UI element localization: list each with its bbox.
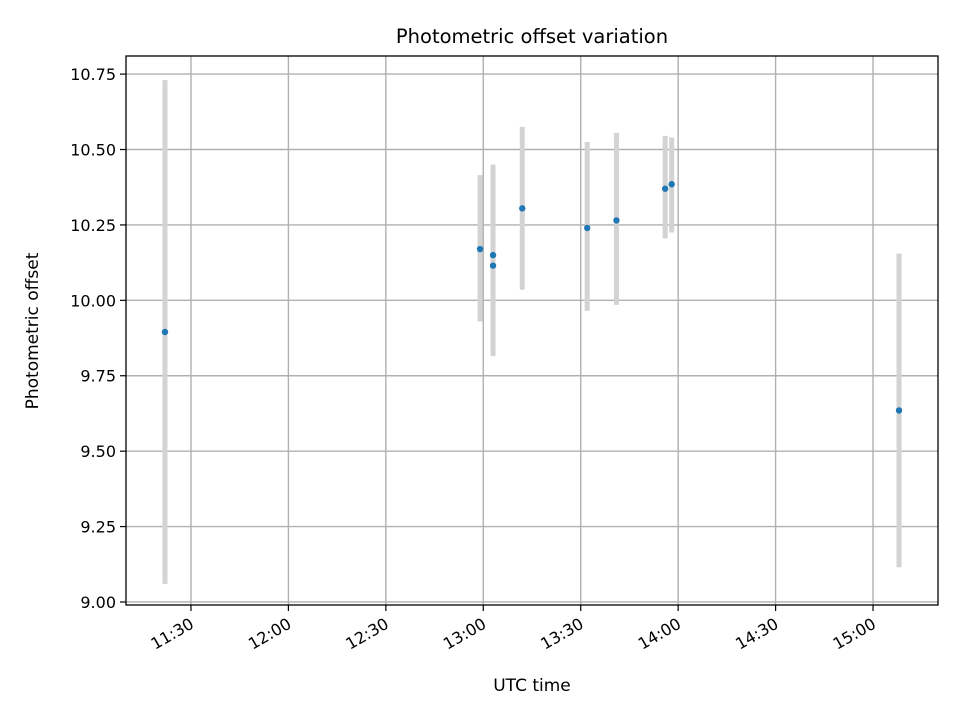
x-tick-label: 14:00: [635, 614, 684, 654]
data-point: [161, 328, 169, 336]
y-tick-label: 9.25: [80, 518, 116, 537]
x-tick-label: 14:30: [732, 614, 781, 654]
y-tick-label: 10.75: [70, 65, 116, 84]
data-point: [489, 262, 497, 269]
y-tick-label: 9.50: [80, 442, 116, 461]
x-tick-label: 13:30: [537, 614, 586, 654]
x-axis-title: UTC time: [493, 676, 571, 696]
data-point: [489, 251, 497, 259]
data-point: [584, 224, 591, 232]
data-point: [613, 217, 620, 224]
x-tick-label: 12:00: [245, 614, 294, 654]
x-tick-label: 11:30: [148, 614, 197, 654]
plot-area: 11:30 12:00 12:30 13:00 13:30 14:00 14:30 15:00…: [70, 55, 939, 654]
plot-background: [126, 56, 938, 605]
x-tick-label: 13:00: [440, 614, 489, 654]
y-tick-label: 9.75: [80, 367, 116, 386]
data-point: [661, 185, 669, 192]
y-tick-label: 10.00: [70, 291, 116, 310]
x-tick-label: 15:00: [830, 614, 879, 654]
data-point: [519, 205, 526, 212]
data-point: [668, 181, 675, 188]
data-point: [476, 245, 484, 253]
data-point: [895, 407, 903, 414]
axes-frame: [125, 55, 939, 606]
chart-title: Photometric offset variation: [396, 25, 668, 48]
y-tick-label: 10.25: [70, 216, 116, 235]
y-tick-label: 9.00: [80, 593, 116, 612]
x-tick-label: 12:30: [342, 614, 391, 654]
y-tick-label: 10.50: [70, 141, 116, 160]
y-axis-title: Photometric offset: [23, 252, 43, 409]
